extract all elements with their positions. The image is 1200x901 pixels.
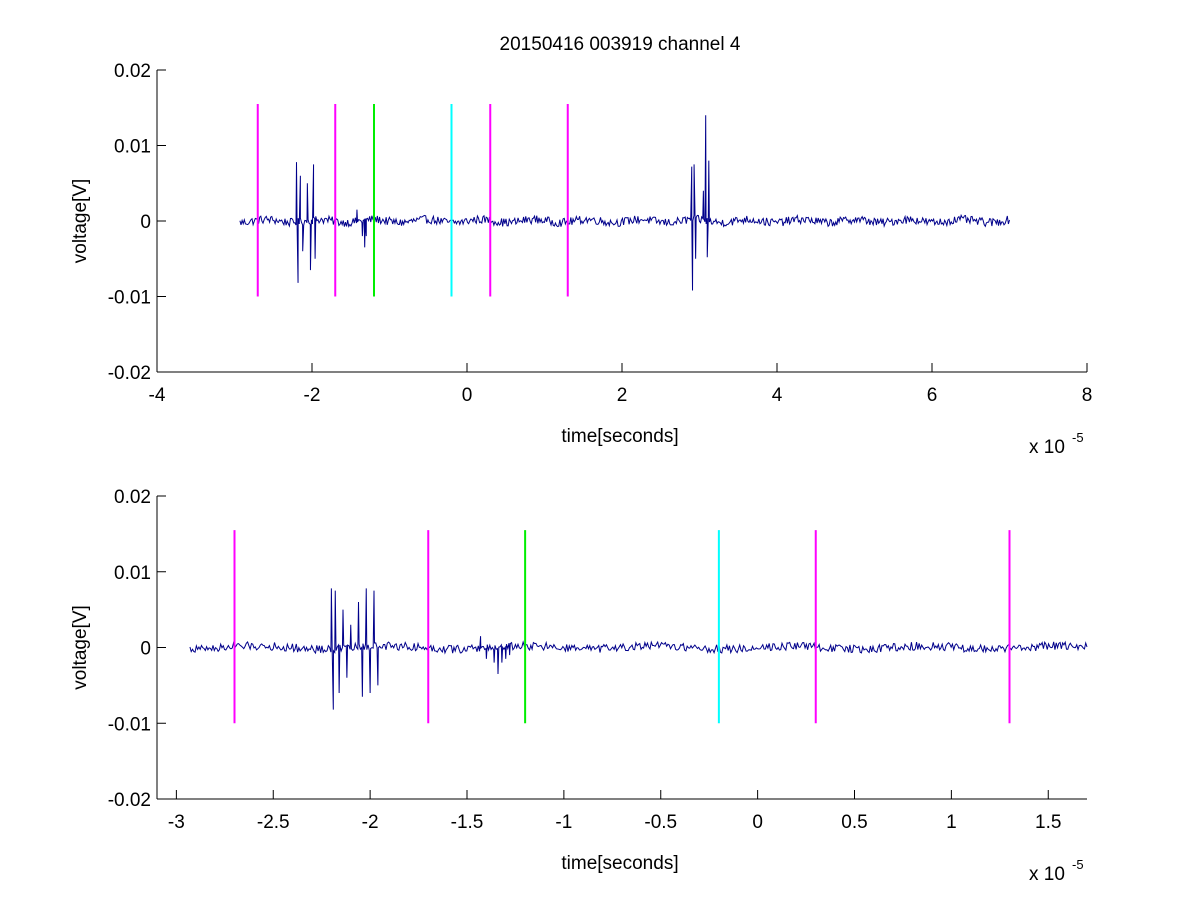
y-tick-label: -0.02 xyxy=(108,363,151,384)
x-axis-label: time[seconds] xyxy=(561,853,678,874)
x-axis-exponent: -5 xyxy=(1072,857,1084,872)
x-tick-label: 0.5 xyxy=(841,812,867,833)
signal-trace xyxy=(189,588,1088,710)
x-tick-label: -1.5 xyxy=(451,812,484,833)
bottom-plot: -0.02 -0.01 0 0.01 0.02 -3 -2.5 -2 -1.5 -1 -0.5 0 0.… xyxy=(70,487,1088,885)
y-tick-label: 0 xyxy=(140,212,151,233)
y-axis-label: voltage[V] xyxy=(70,605,91,690)
x-axis-label: time[seconds] xyxy=(561,426,678,447)
x-tick-label: 6 xyxy=(927,385,938,406)
x-tick-label: 1 xyxy=(946,812,957,833)
x-tick-label: 2 xyxy=(617,385,628,406)
y-tick-label: -0.01 xyxy=(108,714,151,735)
x-tick-label: 0 xyxy=(752,812,763,833)
top-plot: -0.02 -0.01 0 0.01 0.02 -4 -2 0 2 4 6 8 time[seconds… xyxy=(70,61,1092,458)
x-axis-multiplier: x 10 xyxy=(1029,864,1065,885)
chart-title: 20150416 003919 channel 4 xyxy=(500,34,741,55)
x-tick-label: -4 xyxy=(149,385,166,406)
x-tick-label: 0 xyxy=(462,385,473,406)
x-tick-label: 8 xyxy=(1082,385,1093,406)
x-axis-exponent: -5 xyxy=(1072,430,1084,445)
x-tick-label: -0.5 xyxy=(644,812,677,833)
y-tick-label: 0.01 xyxy=(114,563,151,584)
x-tick-label: -1 xyxy=(555,812,572,833)
x-tick-label: -2 xyxy=(362,812,379,833)
x-tick-label: 1.5 xyxy=(1035,812,1061,833)
x-tick-label: -2 xyxy=(304,385,321,406)
y-tick-label: -0.02 xyxy=(108,790,151,811)
x-tick-label: 4 xyxy=(772,385,783,406)
y-tick-label: 0.01 xyxy=(114,137,151,158)
x-tick-label: -2.5 xyxy=(257,812,290,833)
x-tick-label: -3 xyxy=(168,812,185,833)
y-tick-label: 0.02 xyxy=(114,61,151,82)
x-axis-multiplier: x 10 xyxy=(1029,437,1065,458)
signal-trace xyxy=(239,115,1010,291)
y-tick-label: 0.02 xyxy=(114,487,151,508)
y-tick-label: -0.01 xyxy=(108,288,151,309)
y-tick-label: 0 xyxy=(140,639,151,660)
y-axis-label: voltage[V] xyxy=(70,179,91,264)
